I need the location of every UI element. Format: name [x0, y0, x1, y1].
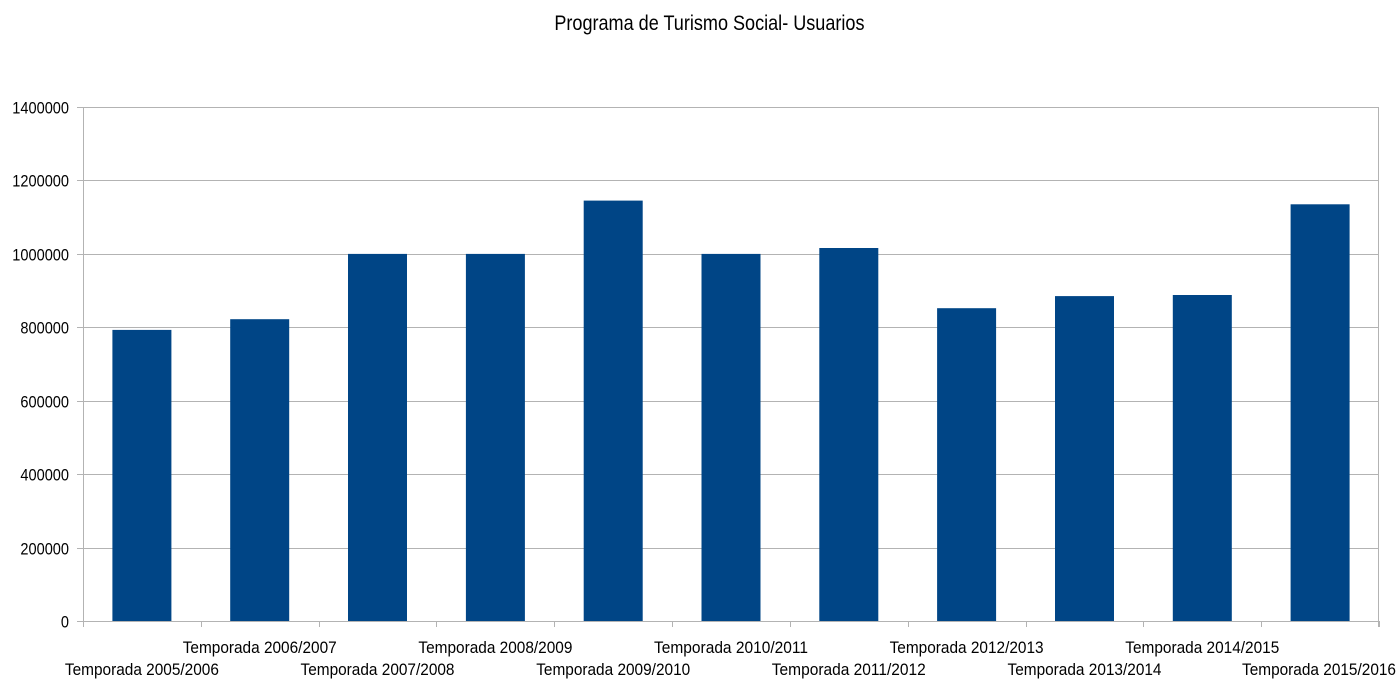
x-axis-labels: Temporada 2005/2006 Temporada 2006/2007 Te… — [65, 638, 1396, 679]
x-category-label: Temporada 2011/2012 — [772, 660, 926, 679]
y-tick-label: 800000 — [20, 319, 69, 338]
bar — [937, 308, 997, 621]
bar — [701, 253, 761, 621]
x-category-label: Temporada 2014/2015 — [1125, 638, 1279, 657]
y-tick-label: 600000 — [20, 393, 69, 412]
x-category-label: Temporada 2008/2009 — [418, 638, 572, 657]
bar — [1290, 204, 1350, 622]
y-tick-label: 400000 — [20, 466, 69, 485]
bar — [1172, 295, 1232, 621]
y-tick-label: 1400000 — [12, 99, 69, 118]
bar — [583, 200, 643, 621]
axes — [83, 107, 1380, 627]
x-category-label: Temporada 2010/2011 — [654, 638, 808, 657]
bar — [348, 253, 407, 621]
bar — [465, 253, 525, 621]
bar — [230, 319, 290, 621]
bar — [112, 329, 172, 621]
x-category-label: Temporada 2015/2016 — [1242, 660, 1396, 679]
x-category-label: Temporada 2009/2010 — [536, 660, 690, 679]
y-tick-label: 1000000 — [12, 246, 69, 265]
bar — [819, 248, 879, 621]
y-axis-ticks: 0 200000 400000 600000 800000 1000000 1200000 1… — [12, 99, 69, 632]
bars — [112, 200, 1350, 622]
y-tick-label: 0 — [61, 613, 69, 632]
chart-title: Programa de Turismo Social- Usuarios — [554, 12, 865, 35]
x-category-label: Temporada 2006/2007 — [183, 638, 337, 657]
x-category-label: Temporada 2013/2014 — [1008, 660, 1162, 679]
x-category-label: Temporada 2005/2006 — [65, 660, 219, 679]
y-tick-label: 200000 — [20, 540, 69, 559]
x-category-label: Temporada 2012/2013 — [890, 638, 1044, 657]
x-category-label: Temporada 2007/2008 — [301, 660, 455, 679]
y-tick-label: 1200000 — [12, 172, 69, 191]
bar — [1055, 296, 1114, 621]
